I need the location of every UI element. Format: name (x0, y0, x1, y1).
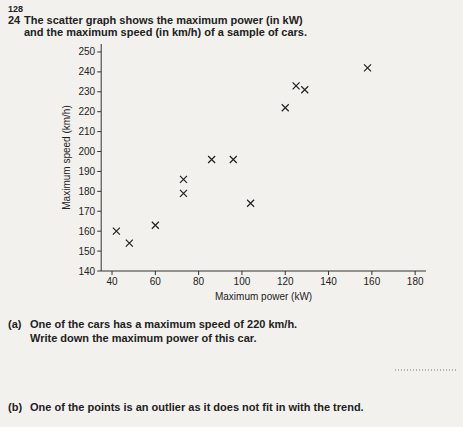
axes: 40 60 80 100 120 140 160 180 140 150 160 170 180 190 2… (79, 44, 426, 287)
x-tick-label: 40 (106, 276, 118, 287)
page: 12824The scatter graph shows the maximum… (0, 0, 463, 427)
point (301, 86, 308, 93)
x-tick (285, 271, 286, 275)
x-tick-label: 180 (407, 276, 424, 287)
x-tick-label: 140 (320, 276, 337, 287)
y-tick (97, 231, 101, 232)
y-tick (97, 91, 101, 92)
x-tick-label: 120 (277, 276, 294, 287)
question-text: The scatter graph shows the maximum powe… (24, 14, 303, 26)
x-tick-label: 60 (150, 276, 162, 287)
points (113, 64, 371, 246)
point (282, 104, 289, 111)
part-text: One of the cars has a maximum speed of 2… (30, 318, 297, 330)
x-axis (101, 271, 426, 272)
x-axis-label: Maximum power (kW) (215, 291, 312, 302)
y-tick (97, 251, 101, 252)
y-axis-label: Maximum speed (km/h) (61, 105, 72, 209)
x-tick-label: 160 (364, 276, 381, 287)
y-tick (97, 211, 101, 212)
y-axis (101, 44, 102, 271)
y-tick-label: 190 (79, 166, 96, 177)
y-tick-label: 230 (79, 86, 96, 97)
y-tick-label: 240 (79, 66, 96, 77)
point (180, 190, 187, 197)
y-tick (97, 51, 101, 52)
answer-line (395, 370, 458, 371)
x-tick (371, 271, 372, 275)
y-tick (97, 131, 101, 132)
y-tick-label: 170 (79, 206, 96, 217)
x-tick (328, 271, 329, 275)
point (113, 228, 120, 235)
y-tick (97, 171, 101, 172)
y-tick-label: 250 (79, 46, 96, 57)
x-tick-label: 100 (234, 276, 251, 287)
y-tick (97, 151, 101, 152)
y-tick (97, 271, 101, 272)
page-number: 128 (8, 4, 23, 14)
point (152, 222, 159, 229)
point (208, 156, 215, 163)
point (364, 64, 371, 71)
part-label: (b) (8, 401, 22, 413)
x-tick (415, 271, 416, 275)
y-tick-label: 200 (79, 146, 96, 157)
part-text: One of the points is an outlier as it do… (30, 401, 364, 413)
x-tick-label: 80 (193, 276, 205, 287)
question-number: 24 (8, 14, 21, 26)
point (230, 156, 237, 163)
y-tick (97, 111, 101, 112)
x-tick (241, 271, 242, 275)
y-tick-label: 160 (79, 226, 96, 237)
x-tick (112, 271, 113, 275)
point (126, 240, 133, 247)
question-text: and the maximum speed (in km/h) of a sam… (24, 26, 307, 38)
y-tick-label: 180 (79, 186, 96, 197)
y-tick-label: 210 (79, 126, 96, 137)
point (180, 176, 187, 183)
y-tick-label: 150 (79, 246, 96, 257)
part-label: (a) (8, 318, 22, 330)
point (247, 200, 254, 207)
y-tick (97, 71, 101, 72)
part-text: Write down the maximum power of this car… (30, 332, 257, 344)
y-tick-label: 220 (79, 106, 96, 117)
y-tick-label: 140 (79, 266, 96, 277)
point (293, 82, 300, 89)
x-tick (198, 271, 199, 275)
y-tick (97, 191, 101, 192)
x-tick (155, 271, 156, 275)
